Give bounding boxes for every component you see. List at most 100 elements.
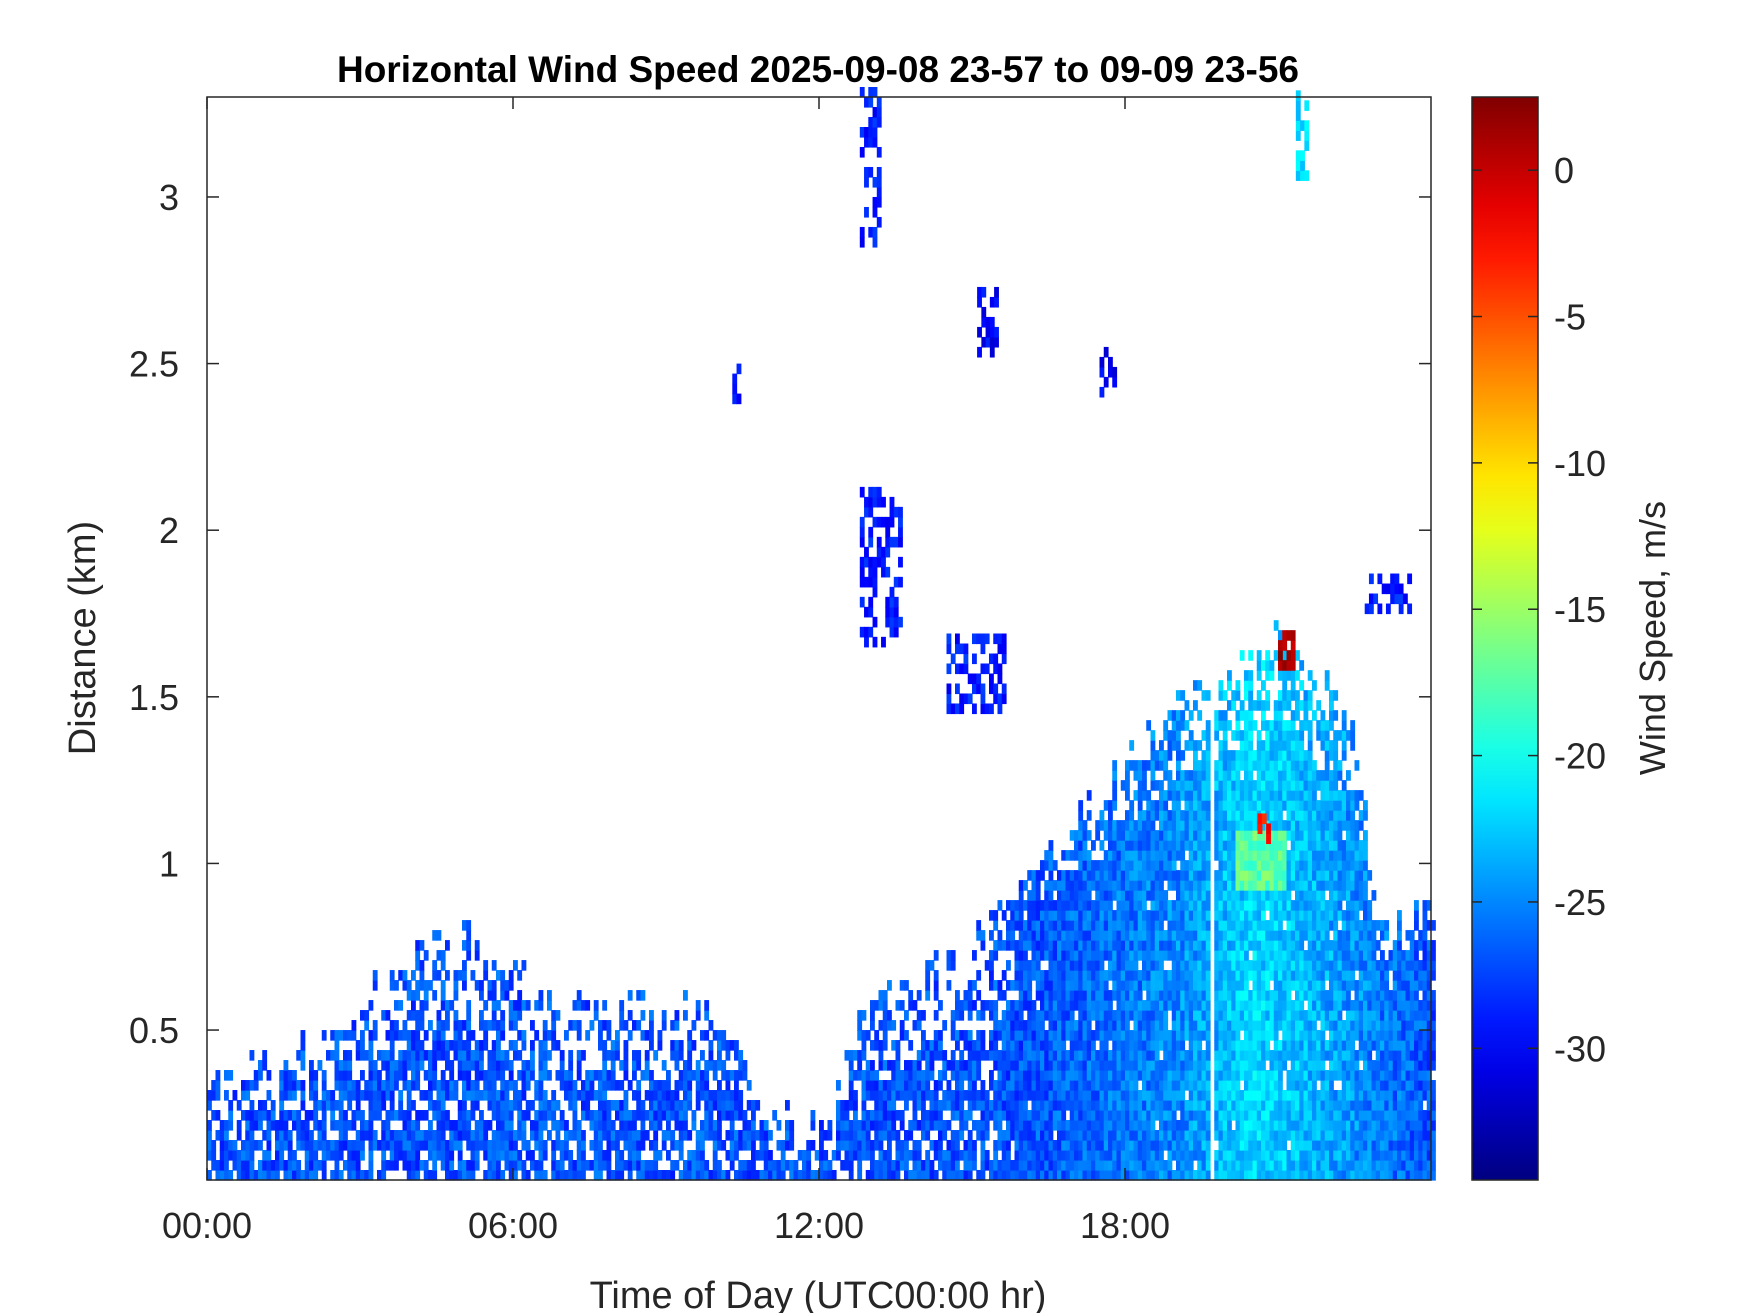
heatmap-cell xyxy=(1201,820,1207,831)
heatmap-cell xyxy=(1129,1120,1135,1131)
heatmap-cell xyxy=(989,1010,994,1021)
heatmap-cell xyxy=(598,1020,603,1031)
heatmap-cell xyxy=(389,1050,395,1061)
heatmap-cell xyxy=(1099,990,1105,1001)
heatmap-cell xyxy=(1282,1150,1288,1161)
heatmap-cell xyxy=(1295,1040,1300,1051)
heatmap-cell xyxy=(729,1110,735,1121)
heatmap-cell xyxy=(1197,1160,1203,1171)
heatmap-cell xyxy=(1078,900,1084,911)
heatmap-cell xyxy=(428,980,433,991)
heatmap-cell xyxy=(300,1040,306,1051)
heatmap-cell xyxy=(1040,1030,1045,1041)
heatmap-cell xyxy=(636,1170,642,1181)
heatmap-cell xyxy=(389,1150,395,1161)
heatmap-cell xyxy=(1184,1030,1190,1041)
heatmap-cell xyxy=(729,1160,735,1171)
heatmap-cell xyxy=(1057,1090,1062,1101)
heatmap-cell xyxy=(219,1120,225,1131)
heatmap-cell xyxy=(887,1160,892,1171)
heatmap-cell xyxy=(1273,870,1279,881)
heatmap-cell xyxy=(861,1030,867,1041)
heatmap-cell xyxy=(1273,760,1279,771)
heatmap-cell xyxy=(1099,870,1105,881)
heatmap-cell xyxy=(1027,1070,1033,1081)
heatmap-cell xyxy=(1103,1160,1109,1171)
heatmap-cell xyxy=(398,1150,404,1161)
heatmap-cell xyxy=(1193,1150,1198,1161)
heatmap-cell xyxy=(1048,1010,1054,1021)
heatmap-cell xyxy=(1044,1010,1050,1021)
heatmap-cell xyxy=(436,1020,442,1031)
heatmap-cell xyxy=(649,1090,654,1101)
heatmap-cell xyxy=(640,1130,646,1141)
heatmap-cell xyxy=(1116,930,1122,941)
heatmap-cell xyxy=(1278,800,1283,811)
heatmap-cell xyxy=(1180,1000,1186,1011)
heatmap-cell xyxy=(1188,960,1194,971)
heatmap-cell xyxy=(1018,930,1024,941)
heatmap-cell xyxy=(997,1070,1003,1081)
heatmap-cell xyxy=(895,1160,901,1171)
heatmap-cell xyxy=(853,1100,858,1111)
heatmap-cell xyxy=(1261,960,1266,971)
heatmap-cell xyxy=(1154,890,1160,901)
heatmap-cell xyxy=(1180,850,1186,861)
heatmap-cell xyxy=(1044,850,1050,861)
heatmap-cell xyxy=(1133,840,1139,851)
heatmap-cell xyxy=(1082,990,1088,1001)
heatmap-cell xyxy=(466,1090,472,1101)
heatmap-cell xyxy=(1197,1140,1203,1151)
heatmap-cell xyxy=(1252,790,1258,801)
heatmap-cell xyxy=(1086,940,1092,951)
heatmap-cell xyxy=(334,1040,340,1051)
heatmap-cell xyxy=(1159,900,1164,911)
heatmap-cell xyxy=(1273,1160,1279,1171)
heatmap-cell xyxy=(916,1020,922,1031)
heatmap-cell xyxy=(1303,820,1309,831)
heatmap-cell xyxy=(462,980,467,991)
heatmap-cell xyxy=(440,1000,446,1011)
heatmap-cell xyxy=(976,1060,982,1071)
heatmap-cell xyxy=(1180,1070,1186,1081)
heatmap-cell xyxy=(504,1160,510,1171)
heatmap-cell xyxy=(1278,930,1283,941)
heatmap-cell xyxy=(1142,970,1147,981)
heatmap-cell xyxy=(377,1110,382,1121)
heatmap-cell xyxy=(1176,710,1181,721)
heatmap-cell xyxy=(372,1140,378,1151)
heatmap-cell xyxy=(1006,1130,1011,1141)
heatmap-cell xyxy=(827,1160,833,1171)
heatmap-cell xyxy=(266,1110,272,1121)
heatmap-cell xyxy=(1065,1030,1071,1041)
heatmap-cell xyxy=(1031,1000,1037,1011)
heatmap-cell xyxy=(1108,1170,1113,1181)
heatmap-cell xyxy=(729,1090,735,1101)
heatmap-cell xyxy=(1112,970,1118,981)
heatmap-cell xyxy=(1082,970,1088,981)
heatmap-cell xyxy=(989,1110,994,1121)
heatmap-cell xyxy=(772,1160,778,1171)
heatmap-cell xyxy=(1108,1050,1113,1061)
heatmap-cell xyxy=(1295,890,1300,901)
heatmap-cell xyxy=(950,1020,956,1031)
heatmap-cell xyxy=(848,1080,854,1091)
heatmap-cell xyxy=(525,1060,531,1071)
heatmap-cell xyxy=(1273,860,1279,871)
heatmap-cell xyxy=(1248,1060,1254,1071)
heatmap-cell xyxy=(1273,1140,1279,1151)
heatmap-cell xyxy=(347,1150,353,1161)
heatmap-cell xyxy=(963,1140,969,1151)
heatmap-cell xyxy=(249,1050,255,1061)
heatmap-cell xyxy=(1095,900,1101,911)
heatmap-cell xyxy=(1057,880,1062,891)
heatmap-cell xyxy=(525,1080,531,1091)
heatmap-cell xyxy=(262,1160,268,1171)
heatmap-cell xyxy=(1078,930,1084,941)
heatmap-cell xyxy=(1116,880,1122,891)
heatmap-cell xyxy=(538,1000,544,1011)
heatmap-cell xyxy=(1171,1050,1177,1061)
heatmap-cell xyxy=(1129,950,1135,961)
heatmap-cell xyxy=(466,1130,472,1141)
heatmap-cell xyxy=(479,1020,484,1031)
